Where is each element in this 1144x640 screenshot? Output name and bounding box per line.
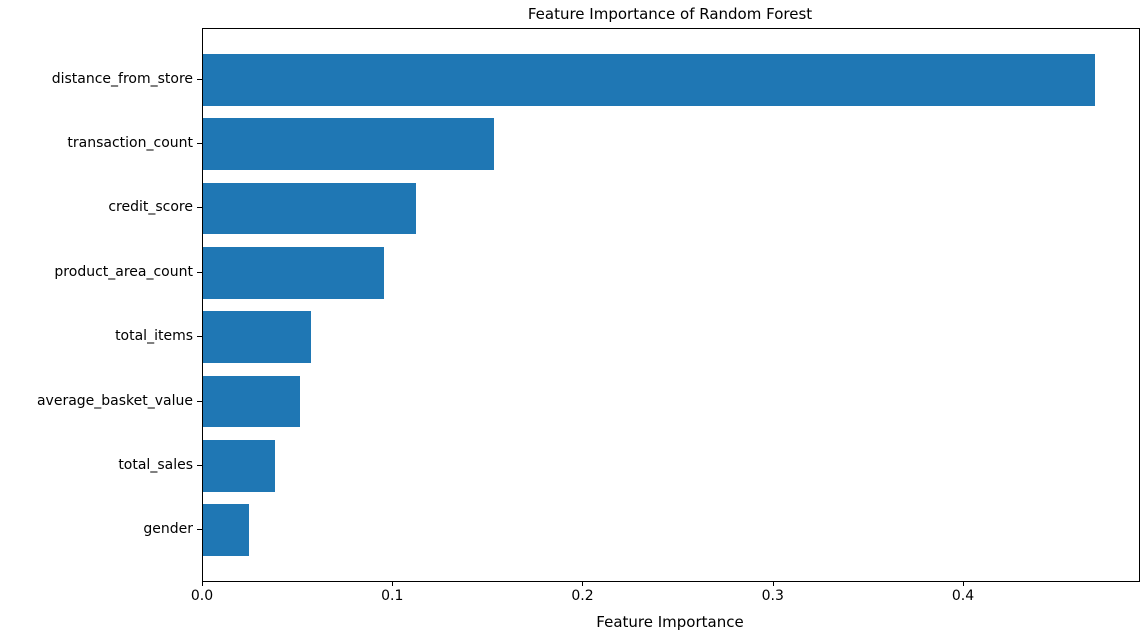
bar-total_sales bbox=[203, 440, 276, 492]
y-tick-mark bbox=[197, 207, 202, 209]
y-tick-mark bbox=[197, 529, 202, 531]
bar-credit_score bbox=[203, 182, 417, 235]
y-tick-label: total_items bbox=[115, 328, 193, 345]
y-tick-mark bbox=[197, 464, 202, 466]
y-tick-mark bbox=[197, 143, 202, 145]
bar-gender bbox=[203, 504, 249, 556]
y-tick-mark bbox=[197, 400, 202, 402]
x-tick-label: 0.4 bbox=[951, 588, 975, 604]
y-tick-label: product_area_count bbox=[54, 263, 193, 280]
bar-average_basket_value bbox=[203, 375, 301, 428]
chart-title: Feature Importance of Random Forest bbox=[527, 5, 813, 23]
y-tick-mark bbox=[197, 336, 202, 338]
x-tick-mark bbox=[392, 581, 394, 586]
bar-product_area_count bbox=[203, 247, 384, 299]
y-tick-label: total_sales bbox=[118, 456, 193, 473]
x-tick-mark bbox=[202, 581, 203, 586]
x-tick-mark bbox=[962, 581, 964, 586]
x-tick-label: 0.2 bbox=[571, 588, 594, 604]
y-tick-label: transaction_count bbox=[67, 135, 193, 152]
x-tick-mark bbox=[772, 581, 774, 586]
y-tick-mark bbox=[197, 78, 202, 80]
y-tick-mark bbox=[197, 271, 202, 273]
x-tick-label: 0.1 bbox=[381, 588, 404, 604]
x-tick-mark bbox=[582, 581, 584, 586]
y-tick-label: average_basket_value bbox=[36, 392, 193, 409]
bar-total_items bbox=[203, 311, 312, 363]
bar-transaction_count bbox=[203, 118, 495, 170]
x-tick-label: 0.3 bbox=[761, 588, 784, 604]
y-tick-label: credit_score bbox=[108, 199, 193, 216]
bar-distance_from_store bbox=[203, 54, 1096, 106]
x-axis-label: Feature Importance bbox=[596, 613, 744, 631]
plot-area bbox=[202, 28, 1140, 582]
x-tick-label: 0.0 bbox=[190, 588, 214, 604]
y-tick-label: gender bbox=[143, 521, 193, 538]
y-tick-label: distance_from_store bbox=[51, 70, 193, 87]
